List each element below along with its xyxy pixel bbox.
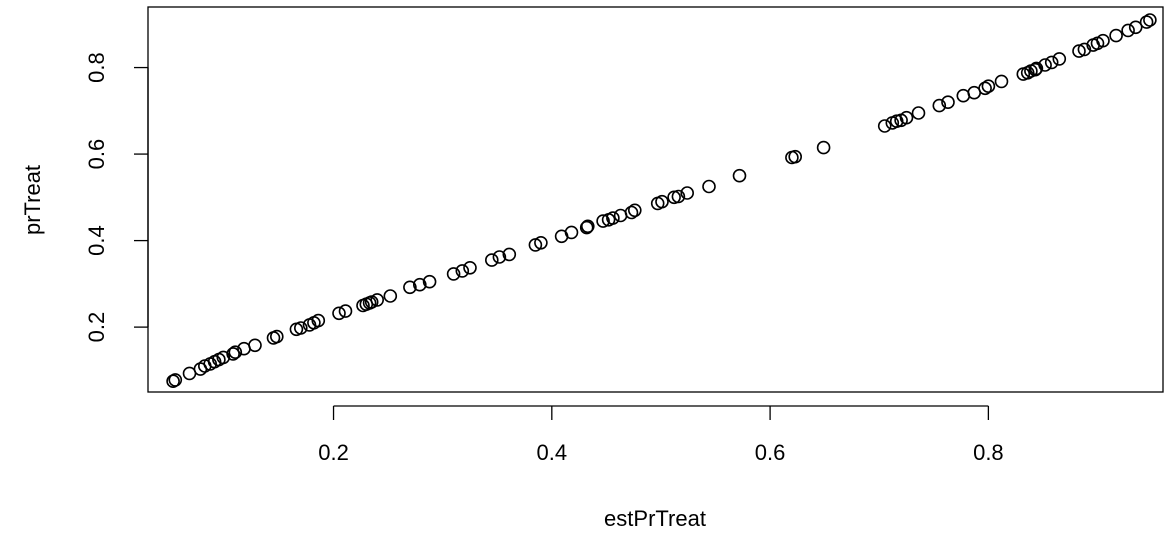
data-point bbox=[624, 205, 639, 220]
data-point bbox=[422, 274, 437, 289]
data-point bbox=[446, 267, 461, 281]
y-axis-label: prTreat bbox=[20, 165, 45, 235]
data-point bbox=[311, 313, 326, 328]
data-point bbox=[370, 293, 385, 307]
data-point bbox=[293, 321, 308, 335]
data-point bbox=[403, 280, 417, 295]
data-point bbox=[1143, 13, 1157, 27]
data-point bbox=[564, 225, 579, 240]
data-point bbox=[332, 306, 346, 321]
data-point bbox=[978, 81, 992, 96]
data-point bbox=[788, 149, 803, 164]
data-point bbox=[932, 98, 947, 113]
data-point bbox=[655, 194, 669, 209]
x-tick-label: 0.4 bbox=[537, 440, 568, 465]
data-point bbox=[216, 350, 231, 365]
data-point bbox=[228, 345, 243, 360]
data-point bbox=[627, 203, 642, 218]
data-point bbox=[269, 329, 284, 344]
data-point bbox=[1139, 15, 1154, 29]
data-point bbox=[680, 186, 695, 200]
data-point bbox=[1029, 61, 1044, 76]
x-axis-label: estPrTreat bbox=[604, 506, 706, 531]
data-point bbox=[580, 219, 595, 234]
data-point bbox=[1052, 52, 1067, 66]
data-point bbox=[1096, 33, 1110, 48]
data-point bbox=[732, 168, 747, 183]
data-point bbox=[168, 373, 183, 387]
y-axis: 0.2 0.4 0.6 0.8 bbox=[84, 52, 149, 343]
data-point bbox=[613, 208, 628, 223]
data-point bbox=[671, 189, 686, 204]
data-point bbox=[455, 264, 470, 278]
data-point bbox=[877, 119, 892, 133]
data-point bbox=[981, 79, 996, 93]
data-point bbox=[484, 253, 499, 267]
data-point bbox=[383, 289, 398, 303]
data-point bbox=[1121, 23, 1135, 38]
y-tick-label: 0.8 bbox=[84, 52, 109, 83]
data-point bbox=[1044, 55, 1059, 70]
data-point bbox=[899, 110, 914, 125]
data-point bbox=[606, 211, 620, 225]
data-point bbox=[579, 220, 594, 235]
data-point bbox=[1072, 44, 1086, 58]
data-point bbox=[596, 214, 610, 228]
y-tick-label: 0.2 bbox=[84, 312, 109, 343]
data-point bbox=[166, 374, 180, 389]
data-point bbox=[534, 236, 548, 250]
data-point bbox=[502, 247, 517, 262]
data-point bbox=[956, 88, 971, 103]
data-points bbox=[166, 13, 1157, 389]
data-point bbox=[463, 260, 477, 275]
x-tick-label: 0.6 bbox=[755, 440, 786, 465]
data-point bbox=[1038, 58, 1052, 72]
data-point bbox=[702, 179, 716, 194]
x-tick-label: 0.2 bbox=[318, 440, 349, 465]
data-point bbox=[816, 140, 831, 155]
data-point bbox=[911, 106, 926, 120]
x-axis: 0.2 0.4 0.6 0.8 bbox=[318, 405, 1004, 465]
data-point bbox=[994, 74, 1009, 89]
data-point bbox=[248, 338, 262, 353]
y-tick-label: 0.4 bbox=[84, 225, 109, 256]
data-point bbox=[1128, 20, 1143, 35]
y-tick-label: 0.6 bbox=[84, 139, 109, 170]
data-point bbox=[1077, 42, 1092, 57]
data-point bbox=[492, 250, 507, 264]
data-point bbox=[1109, 28, 1123, 43]
data-point bbox=[412, 277, 427, 292]
data-point bbox=[941, 95, 955, 109]
x-tick-label: 0.8 bbox=[973, 440, 1004, 465]
data-point bbox=[226, 347, 240, 361]
data-point bbox=[338, 304, 353, 318]
